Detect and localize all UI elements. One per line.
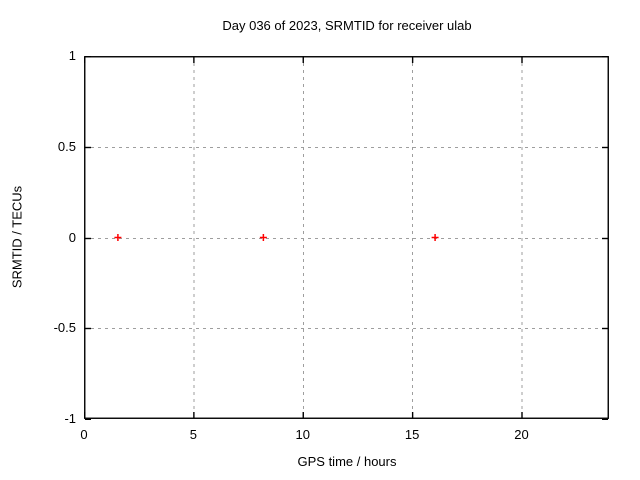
x-tick-label: 10 — [295, 427, 310, 442]
plot-border — [84, 56, 609, 419]
plot-area — [84, 56, 609, 420]
data-point-plus — [114, 234, 122, 241]
data-point-plus — [431, 234, 439, 241]
x-tick-label: 5 — [189, 427, 197, 442]
y-tick-label: -0.5 — [53, 320, 76, 336]
y-tick-label: 1 — [68, 48, 76, 63]
y-tick-label: 0 — [68, 229, 76, 245]
x-tick-label: 0 — [80, 427, 88, 442]
x-axis-label: GPS time / hours — [297, 454, 397, 469]
x-tick-label: 15 — [404, 427, 420, 442]
chart-title: Day 036 of 2023, SRMTID for receiver ula… — [222, 18, 472, 33]
data-point-plus — [259, 234, 267, 241]
x-tick-label: 20 — [514, 427, 529, 442]
y-tick-label: -1 — [64, 411, 76, 426]
y-tick-label: 0.5 — [57, 138, 76, 154]
